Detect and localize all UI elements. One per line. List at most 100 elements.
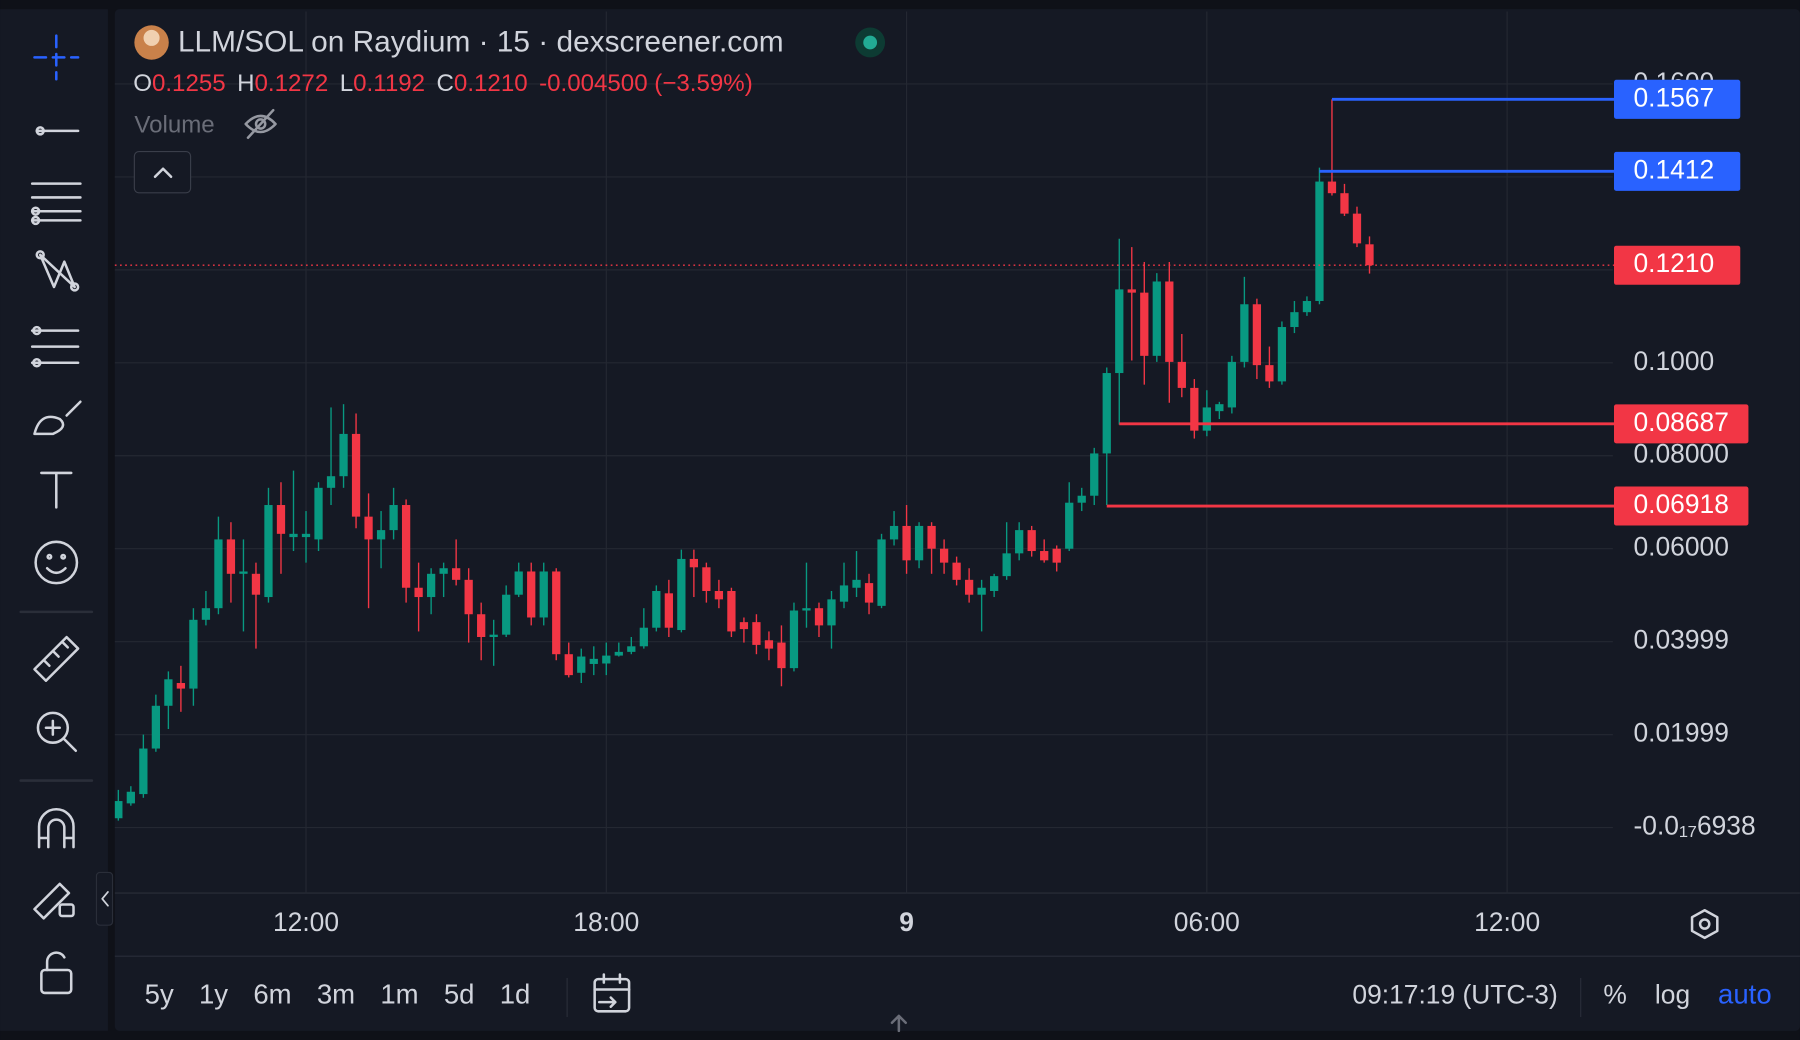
token-avatar-face (143, 29, 160, 46)
candle-body (1165, 281, 1174, 362)
candle-body (1302, 301, 1312, 313)
candle-body (602, 655, 611, 664)
range-button[interactable]: 1y (199, 979, 228, 1010)
range-button[interactable]: 1d (500, 979, 531, 1010)
price-lines: 0.1567 0.1412 0.1210 0.08687 0.06918 (114, 79, 1749, 526)
candle-body (264, 505, 273, 598)
volume-label: Volume (134, 112, 214, 139)
sidebar-toggle[interactable] (95, 871, 114, 926)
price-label: 0.1412 (1634, 154, 1715, 184)
candle-body (877, 539, 886, 606)
ohlc-key: C (437, 70, 454, 97)
candle-body (1115, 289, 1124, 374)
candle-body (189, 619, 198, 689)
candle-body (464, 579, 473, 615)
range-button[interactable]: 5y (145, 979, 174, 1010)
candle-body (864, 583, 874, 603)
candle-body (990, 576, 999, 591)
candle-body (902, 525, 911, 561)
price-label: 0.1210 (1634, 248, 1715, 278)
candle-body (927, 525, 936, 549)
candle-body (752, 622, 761, 645)
candle-body (1002, 553, 1011, 577)
left-toolbar (0, 9, 108, 1031)
candles (114, 99, 1374, 821)
ohlc-key: H (237, 70, 254, 97)
candle-body (739, 622, 749, 630)
price-label-bg (1613, 404, 1749, 444)
range-button[interactable]: 6m (253, 979, 291, 1010)
candle-body (802, 608, 811, 611)
settings-icon[interactable] (1690, 909, 1719, 940)
candle-body (939, 548, 949, 563)
candle-body (1090, 453, 1099, 496)
collapse-button[interactable] (133, 150, 192, 194)
candle-body (1240, 304, 1249, 362)
range-button[interactable]: 3m (317, 979, 355, 1010)
goto-date-icon[interactable] (593, 973, 631, 1013)
x-tick-label: 9 (899, 907, 914, 937)
log-toggle[interactable]: log (1655, 979, 1690, 1009)
candle-body (176, 683, 186, 689)
y-tick-label: 0.06000 (1634, 532, 1729, 562)
scroll-marker (890, 1014, 908, 1033)
candle-body (139, 748, 148, 795)
candle-body (964, 579, 974, 595)
candle-body (1277, 327, 1287, 382)
range-button[interactable]: 1m (380, 979, 418, 1010)
grid (114, 11, 1613, 894)
range-button[interactable]: 5d (444, 979, 475, 1010)
price-label-bg (1613, 151, 1741, 191)
candle-body (364, 516, 373, 540)
candle-body (426, 573, 436, 598)
candle-body (251, 573, 261, 595)
auto-toggle[interactable]: auto (1718, 979, 1772, 1010)
candle-body (977, 587, 986, 595)
candle-body (276, 505, 286, 534)
candle-body (1015, 530, 1024, 554)
candle-body (527, 571, 536, 618)
candle-body (889, 525, 899, 540)
candle-body (1340, 193, 1349, 214)
candle-body (1315, 181, 1324, 302)
percent-toggle[interactable]: % (1603, 979, 1626, 1009)
ohlc-value: 0.1210 (454, 70, 528, 97)
candle-body (477, 614, 486, 638)
candle-body (1177, 361, 1186, 388)
candle-body (1152, 281, 1161, 356)
chart-title: LLM/SOL on Raydium · 15 · dexscreener.co… (178, 25, 784, 58)
candle-body (1202, 407, 1211, 431)
candle-body (439, 568, 448, 574)
candle-body (389, 505, 398, 531)
candle-body (239, 571, 248, 574)
candle-body (914, 525, 924, 561)
ohlc-value: 0.1192 (353, 70, 425, 97)
candle-body (1102, 373, 1111, 454)
x-tick-label: 12:00 (273, 907, 339, 937)
range-buttons: 5y 1y 6m 3m 1m 5d 1d (145, 979, 531, 1010)
candle-body (164, 679, 173, 706)
hide-icon[interactable] (244, 108, 277, 140)
candle-body (314, 487, 323, 540)
candle-body (664, 593, 673, 628)
y-tick-label: 0.03999 (1634, 625, 1729, 655)
y-tick-label: 0.1000 (1634, 346, 1715, 376)
candle-body (777, 642, 786, 669)
x-tick-label: 18:00 (573, 907, 639, 937)
candle-body (652, 590, 661, 628)
ohlc-change: -0.004500 (−3.59%) (539, 70, 753, 97)
candle-body (689, 558, 699, 568)
candle-body (577, 656, 586, 673)
candle-body (502, 594, 511, 635)
candle-body (514, 571, 523, 595)
price-label: 0.08687 (1634, 407, 1729, 437)
candle-body (401, 505, 411, 588)
drawing-tools[interactable] (19, 34, 94, 995)
candle-body (1077, 495, 1086, 503)
candle-body (552, 571, 561, 655)
candle-body (126, 791, 135, 804)
candle-body (1140, 292, 1149, 356)
candle-body (414, 587, 423, 598)
x-axis: 12:00 18:00 9 06:00 12:00 (273, 907, 1540, 937)
price-label: 0.1567 (1634, 82, 1715, 112)
